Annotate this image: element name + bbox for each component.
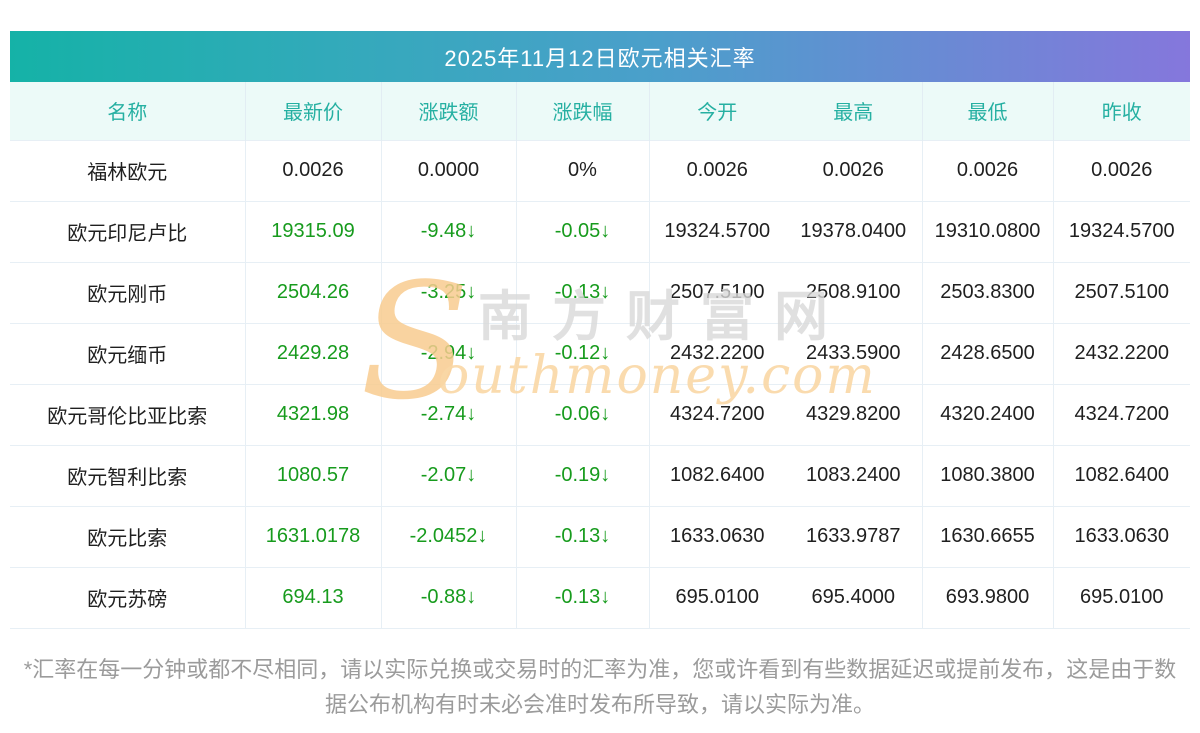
header-high: 最高 <box>785 82 922 140</box>
header-row: 名称 最新价 涨跌额 涨跌幅 今开 最高 最低 昨收 <box>10 82 1190 140</box>
cell-open: 0.0026 <box>648 139 785 201</box>
cell-prev-close: 695.0100 <box>1052 566 1190 629</box>
cell-low: 2503.8300 <box>921 261 1053 323</box>
header-name: 名称 <box>10 82 245 140</box>
cell-change: -0.88↓ <box>380 566 516 629</box>
cell-high: 1633.9787 <box>785 505 922 567</box>
cell-change-pct: -0.12↓ <box>515 322 649 384</box>
cell-open: 1082.6400 <box>648 444 785 506</box>
cell-change: -2.74↓ <box>380 383 516 445</box>
cell-change-pct: -0.13↓ <box>515 505 649 567</box>
cell-high: 2508.9100 <box>785 261 922 323</box>
cell-change-pct: -0.05↓ <box>515 200 649 262</box>
cell-open: 4324.7200 <box>648 383 785 445</box>
header-open: 今开 <box>648 82 785 140</box>
header-change: 涨跌额 <box>380 82 516 140</box>
page-title: 2025年11月12日欧元相关汇率 <box>444 45 756 71</box>
disclaimer-note: *汇率在每一分钟或都不尽相同，请以实际兑换或交易时的汇率为准，您或许看到有些数据… <box>23 656 1177 717</box>
table-row: 欧元哥伦比亚比索 4321.98 -2.74↓ -0.06↓ 4324.7200 4329… <box>10 383 1190 445</box>
rate-table-header: 名称 最新价 涨跌额 涨跌幅 今开 最高 最低 昨收 <box>10 82 1190 140</box>
cell-prev-close: 4324.7200 <box>1052 383 1190 445</box>
cell-change-pct: -0.13↓ <box>515 261 649 323</box>
cell-change-pct: 0% <box>515 139 649 201</box>
table-row: 欧元缅币 2429.28 -2.94↓ -0.12↓ 2432.2200 2433.590… <box>10 322 1190 384</box>
cell-name: 欧元苏磅 <box>10 566 245 629</box>
table-row: 欧元智利比索 1080.57 -2.07↓ -0.19↓ 1082.6400 1083.2… <box>10 444 1190 506</box>
cell-prev-close: 2507.5100 <box>1052 261 1190 323</box>
cell-name: 欧元印尼卢比 <box>10 200 245 262</box>
cell-change: -2.07↓ <box>380 444 516 506</box>
cell-open: 2432.2200 <box>648 322 785 384</box>
cell-low: 0.0026 <box>921 139 1053 201</box>
cell-change-pct: -0.19↓ <box>515 444 649 506</box>
cell-low: 2428.6500 <box>921 322 1053 384</box>
cell-low: 693.9800 <box>921 566 1053 629</box>
cell-low: 1080.3800 <box>921 444 1053 506</box>
cell-latest: 19315.09 <box>244 200 381 262</box>
cell-change-pct: -0.13↓ <box>515 566 649 629</box>
table-row: 欧元比索 1631.0178 -2.0452↓ -0.13↓ 1633.0630 1633… <box>10 505 1190 567</box>
cell-name: 福林欧元 <box>10 139 245 201</box>
cell-open: 695.0100 <box>648 566 785 629</box>
cell-latest: 4321.98 <box>244 383 381 445</box>
cell-prev-close: 19324.5700 <box>1052 200 1190 262</box>
cell-high: 695.4000 <box>785 566 922 629</box>
page-title-bar: 2025年11月12日欧元相关汇率 <box>10 31 1190 82</box>
cell-latest: 2429.28 <box>244 322 381 384</box>
cell-high: 2433.5900 <box>785 322 922 384</box>
cell-open: 2507.5100 <box>648 261 785 323</box>
cell-low: 4320.2400 <box>921 383 1053 445</box>
table-row: 福林欧元 0.0026 0.0000 0% 0.0026 0.0026 0.0026 0.00… <box>10 139 1190 201</box>
table-row: 欧元刚币 2504.26 -3.25↓ -0.13↓ 2507.5100 2508.910… <box>10 261 1190 323</box>
cell-change: -2.94↓ <box>380 322 516 384</box>
cell-latest: 2504.26 <box>244 261 381 323</box>
cell-high: 19378.0400 <box>785 200 922 262</box>
rate-table-body: 福林欧元 0.0026 0.0000 0% 0.0026 0.0026 0.0026 0.00… <box>10 139 1190 629</box>
table-row: 欧元印尼卢比 19315.09 -9.48↓ -0.05↓ 19324.5700 1937… <box>10 200 1190 262</box>
cell-open: 19324.5700 <box>648 200 785 262</box>
cell-high: 0.0026 <box>785 139 922 201</box>
cell-low: 1630.6655 <box>921 505 1053 567</box>
cell-name: 欧元比索 <box>10 505 245 567</box>
cell-name: 欧元缅币 <box>10 322 245 384</box>
cell-change: -3.25↓ <box>380 261 516 323</box>
cell-prev-close: 2432.2200 <box>1052 322 1190 384</box>
cell-prev-close: 1082.6400 <box>1052 444 1190 506</box>
cell-latest: 694.13 <box>244 566 381 629</box>
cell-change-pct: -0.06↓ <box>515 383 649 445</box>
header-latest: 最新价 <box>244 82 381 140</box>
cell-change: -9.48↓ <box>380 200 516 262</box>
header-low: 最低 <box>921 82 1053 140</box>
cell-latest: 1631.0178 <box>244 505 381 567</box>
cell-latest: 0.0026 <box>244 139 381 201</box>
cell-name: 欧元智利比索 <box>10 444 245 506</box>
cell-prev-close: 1633.0630 <box>1052 505 1190 567</box>
cell-low: 19310.0800 <box>921 200 1053 262</box>
cell-open: 1633.0630 <box>648 505 785 567</box>
cell-high: 4329.8200 <box>785 383 922 445</box>
cell-name: 欧元刚币 <box>10 261 245 323</box>
cell-change: -2.0452↓ <box>380 505 516 567</box>
table-row: 欧元苏磅 694.13 -0.88↓ -0.13↓ 695.0100 695.4000 69… <box>10 566 1190 629</box>
euro-rates-table: 名称 最新价 涨跌额 涨跌幅 今开 最高 最低 昨收 福林欧元 0.0026 0.0… <box>10 82 1190 629</box>
cell-latest: 1080.57 <box>244 444 381 506</box>
cell-high: 1083.2400 <box>785 444 922 506</box>
cell-name: 欧元哥伦比亚比索 <box>10 383 245 445</box>
cell-change: 0.0000 <box>380 139 516 201</box>
cell-prev-close: 0.0026 <box>1052 139 1190 201</box>
header-prev-close: 昨收 <box>1052 82 1190 140</box>
header-change-pct: 涨跌幅 <box>515 82 649 140</box>
